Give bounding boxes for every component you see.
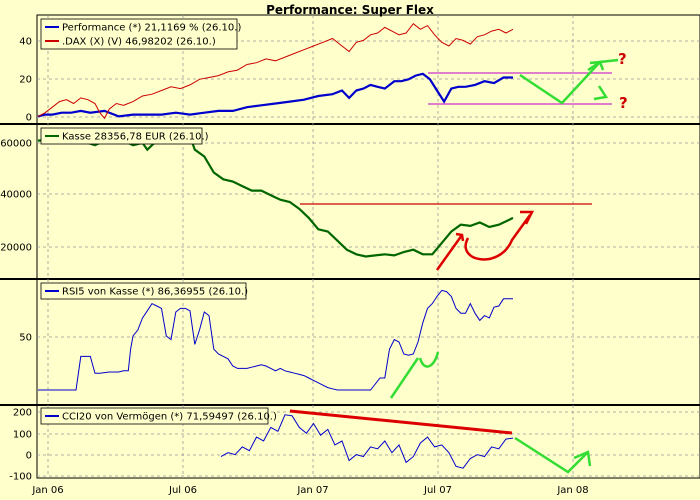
- y-tick-label: 200: [13, 408, 32, 419]
- x-tick-label: Jan 08: [556, 485, 588, 496]
- y-tick-label: 40: [19, 37, 32, 48]
- legend-label: Kasse 28356,78 EUR (26.10.): [62, 132, 209, 143]
- up-arrow: [455, 232, 465, 242]
- y-tick-label: -100: [9, 472, 32, 483]
- y-tick-label: 60000: [0, 139, 32, 150]
- legend-label: .DAX (X) (V) 46,98202 (26.10.): [62, 37, 216, 48]
- rsi-up-arrow: [389, 357, 420, 399]
- up-arrow: [435, 234, 464, 271]
- x-tick-label: Jul 07: [423, 485, 452, 496]
- cci-forecast-arrow: [514, 436, 589, 474]
- x-tick-label: Jan 07: [296, 485, 328, 496]
- legend-box: [40, 407, 269, 425]
- legend-label: CCI20 von Vermögen (*) 71,59497 (26.10.): [62, 412, 277, 423]
- forecast-arrow: [599, 58, 619, 64]
- forecast-arrow: [587, 60, 601, 72]
- curve-arrow: [464, 214, 532, 261]
- legends: Performance (*) 21,1169 % (26.10.) .DAX (…: [40, 18, 277, 425]
- y-tick-label: 100: [13, 430, 32, 441]
- legend-box: [40, 127, 203, 145]
- y-tick-label: 0: [26, 113, 32, 124]
- series-line-rsi5: [38, 289, 513, 391]
- tick-labels: Jan 06 Jul 06 Jan 07 Jul 07 Jan 08 0 20 40 20000…: [0, 37, 588, 497]
- annotations: ? ?: [289, 50, 628, 474]
- cci-forecast-arrow: [573, 450, 592, 467]
- series-line-kasse: [37, 133, 514, 258]
- y-tick-label: 20000: [0, 243, 32, 254]
- forecast-arrow: [519, 60, 605, 105]
- y-tick-label: 0: [26, 451, 32, 462]
- y-tick-label: 40000: [0, 190, 32, 201]
- legend-label: RSI5 von Kasse (*) 86,36955 (26.10.): [62, 287, 248, 298]
- curve-arrow: [520, 210, 535, 225]
- series-line--dax: [37, 22, 514, 120]
- series-layer: [37, 22, 514, 469]
- y-tick-label: 20: [19, 75, 32, 86]
- rsi-curve-arrow: [418, 351, 440, 368]
- y-tick-label: 50: [19, 333, 32, 344]
- series-line-performance: [37, 72, 513, 118]
- x-tick-label: Jul 06: [168, 485, 197, 496]
- cci-trend-line: [289, 409, 513, 435]
- forecast-arrow: [593, 85, 609, 101]
- legend-box: [40, 18, 238, 50]
- legend-label: Performance (*) 21,1169 % (26.10.): [62, 23, 241, 34]
- question-mark-icon: ?: [619, 94, 628, 112]
- chart-title: Performance: Super Flex: [266, 3, 434, 17]
- question-mark-icon: ?: [618, 50, 627, 68]
- series-line-cci20: [220, 414, 514, 469]
- x-tick-label: Jan 06: [31, 485, 63, 496]
- legend-box: [40, 282, 247, 300]
